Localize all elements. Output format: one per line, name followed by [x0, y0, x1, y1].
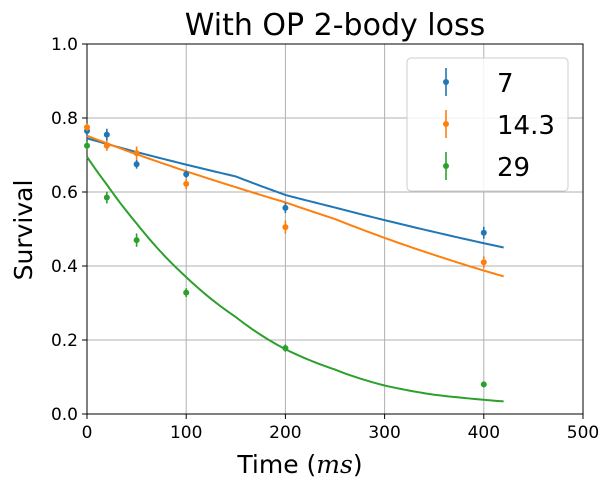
y-tick-label: 0.8 [51, 109, 78, 129]
data-point [183, 289, 190, 296]
x-tick-label: 200 [269, 423, 301, 443]
data-point [133, 237, 140, 244]
data-point [480, 381, 487, 388]
y-axis-title: Survival [9, 180, 38, 281]
fit-curves [86, 134, 504, 403]
legend-marker [443, 79, 449, 85]
x-tick-label: 100 [170, 423, 202, 443]
x-axis: 0 100 200 300 400 500 [82, 414, 599, 443]
legend: 7 14.3 29 [406, 57, 569, 192]
x-tick-label: 400 [468, 423, 500, 443]
data-point [84, 142, 90, 149]
data-point [183, 171, 190, 178]
data-points [84, 123, 487, 388]
data-point [282, 345, 289, 352]
x-tick-label: 0 [82, 423, 93, 443]
y-tick-label: 0.6 [51, 183, 78, 203]
data-point [103, 131, 110, 138]
x-tick-label: 300 [368, 423, 400, 443]
chart-title: With OP 2-body loss [185, 8, 485, 43]
y-tick-label: 0.4 [51, 257, 78, 277]
y-tick-label: 1.0 [51, 35, 78, 55]
data-point [282, 224, 289, 231]
x-axis-title: Time (ms) [236, 450, 362, 479]
data-point [84, 124, 90, 131]
fit-curve-14.3 [86, 134, 504, 278]
fit-curve-7 [86, 137, 504, 249]
y-axis: 0.0 0.2 0.4 0.6 0.8 1.0 [51, 35, 87, 425]
legend-label: 14.3 [497, 111, 555, 141]
x-tick-label: 500 [567, 423, 599, 443]
data-point [133, 161, 140, 168]
data-point [480, 259, 487, 266]
plot-frame [86, 43, 584, 415]
legend-label: 7 [497, 69, 514, 99]
legend-label: 29 [497, 153, 530, 183]
y-tick-label: 0.2 [51, 331, 78, 351]
y-tick-label: 0.0 [51, 405, 78, 425]
data-point [183, 180, 190, 187]
data-point [133, 150, 140, 157]
legend-marker [443, 121, 449, 127]
legend-marker [443, 163, 449, 169]
data-point [103, 194, 110, 201]
data-point [103, 142, 110, 149]
legend-box [406, 57, 569, 192]
data-point [282, 204, 289, 211]
fit-curve-29 [86, 156, 504, 403]
data-point [480, 229, 487, 236]
